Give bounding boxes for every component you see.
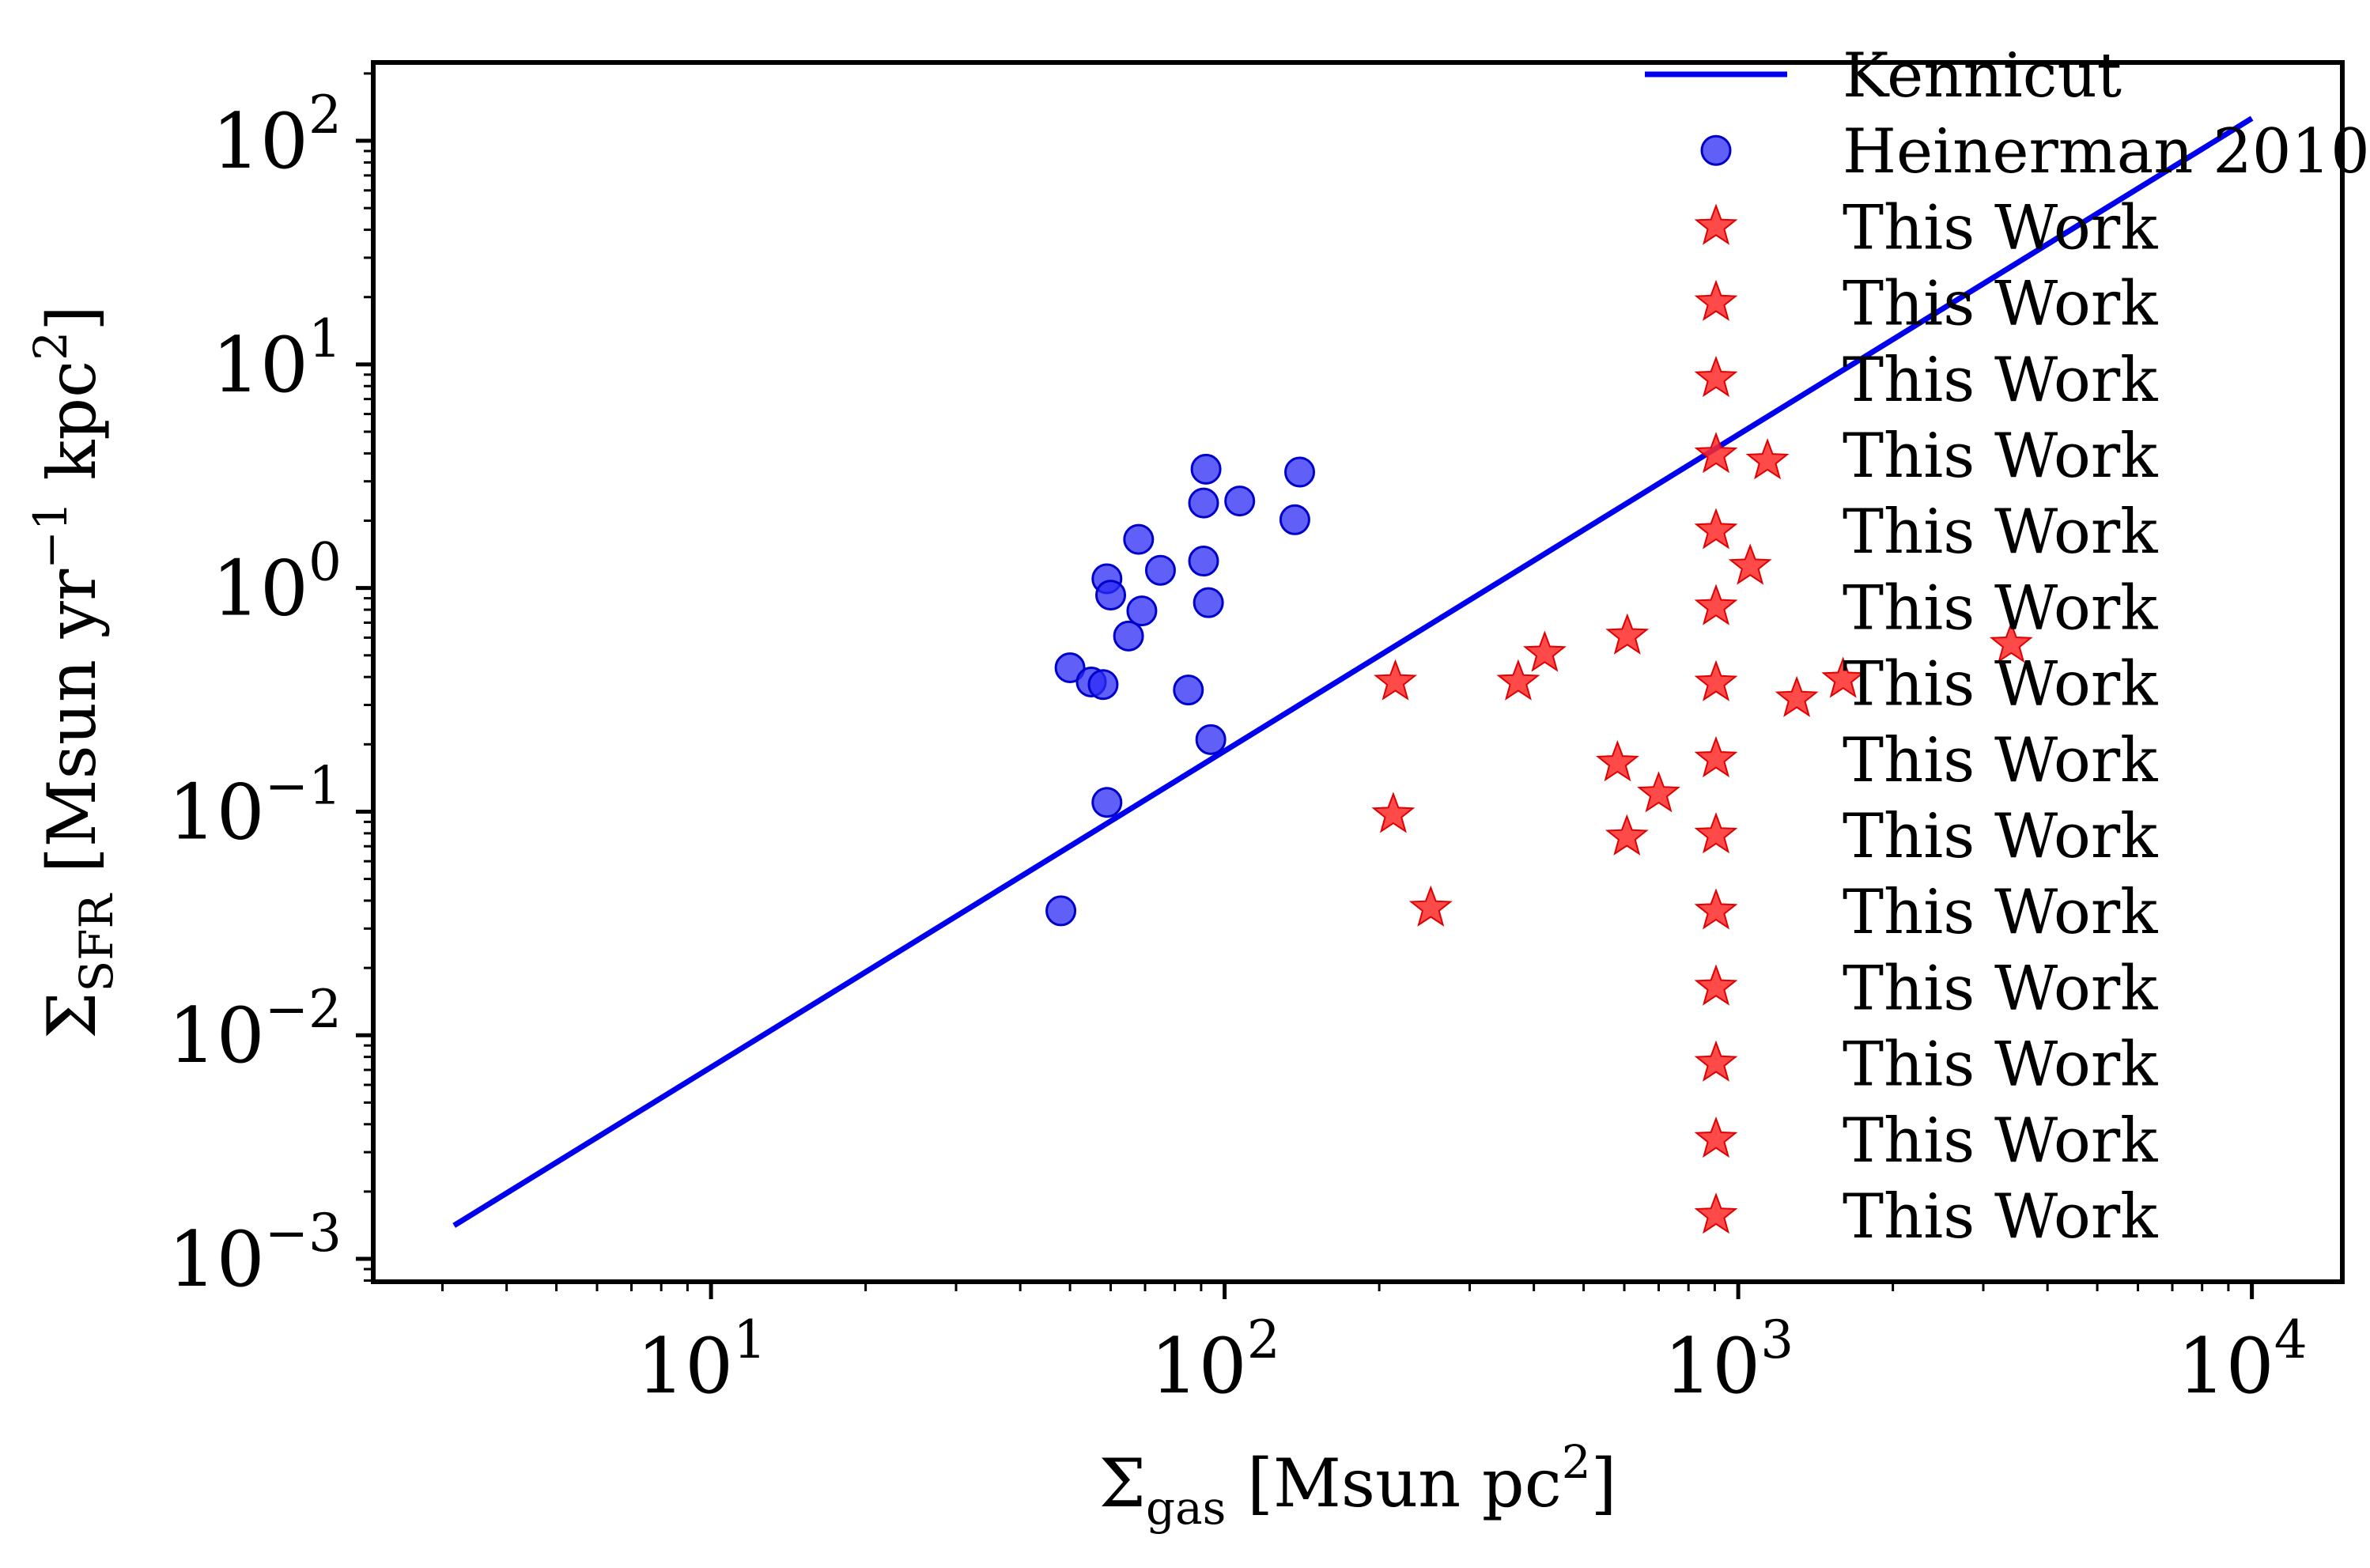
legend-marker-this-work <box>1694 1192 1738 1234</box>
this-work-point <box>1728 543 1772 585</box>
heinerman-point <box>1224 486 1256 517</box>
heinerman-point <box>1126 595 1158 627</box>
legend-marker-this-work <box>1694 964 1738 1006</box>
legend-label-this-work: This Work <box>1843 269 2158 340</box>
legend-marker-this-work <box>1694 1116 1738 1158</box>
x-axis-superscript: 2 <box>1562 1435 1591 1489</box>
this-work-point <box>1821 656 1865 698</box>
this-work-point <box>1595 740 1639 782</box>
y-axis-symbol: Σ <box>33 992 111 1038</box>
this-work-point <box>1371 792 1416 833</box>
heinerman-point <box>1095 580 1127 611</box>
legend-label-this-work: This Work <box>1843 801 2158 872</box>
heinerman-point <box>1091 787 1123 818</box>
legend-label-kennicut: Kennicut <box>1843 40 2122 111</box>
heinerman-point <box>1144 554 1176 586</box>
this-work-point <box>1605 814 1649 856</box>
legend-label-this-work: This Work <box>1843 192 2158 263</box>
minor-ticks <box>364 72 2230 1291</box>
legend-label-this-work: This Work <box>1843 497 2158 568</box>
heinerman-point <box>1054 652 1086 683</box>
this-work-point <box>1374 659 1418 701</box>
legend-label-this-work: This Work <box>1843 953 2158 1024</box>
legend-label-this-work: This Work <box>1843 1030 2158 1101</box>
y-tick-label: 100 <box>212 532 342 633</box>
this-work-point <box>1637 771 1680 813</box>
x-axis-end: ] <box>1591 1445 1617 1522</box>
legend-marker-this-work <box>1694 735 1738 778</box>
legend-marker-heinerman <box>1700 134 1732 166</box>
legend-label-heinerman: Heinerman 2010 <box>1843 116 2370 187</box>
heinerman-point <box>1113 620 1144 652</box>
x-tick-label: 103 <box>1664 1309 1794 1411</box>
legend-label-this-work: This Work <box>1843 877 2158 948</box>
y-axis-superscript: −1 <box>24 501 77 569</box>
y-axis-superscript-2: 2 <box>24 331 77 361</box>
legend-marker-this-work <box>1694 203 1738 245</box>
kennicut-line <box>452 115 2254 1228</box>
heinerman-point <box>1195 724 1227 755</box>
y-tick-label: 10−2 <box>168 979 342 1080</box>
x-axis-unit: [Msun pc <box>1226 1445 1561 1522</box>
y-axis-end: ] <box>33 305 111 331</box>
y-tick-label: 10−3 <box>168 1203 342 1304</box>
x-tick-label: 104 <box>2178 1309 2308 1411</box>
this-work-point <box>1989 622 2033 663</box>
legend-marker-this-work <box>1694 888 1738 930</box>
y-axis-unit-2: kpc <box>33 361 111 501</box>
ticks: 101 102 103 104 10−3 10−2 10−1 100 101 102 <box>168 85 2308 1411</box>
heinerman-point <box>1284 456 1316 488</box>
this-work-point <box>1745 438 1790 480</box>
legend-marker-this-work <box>1694 432 1738 474</box>
legend-marker-this-work <box>1694 508 1738 550</box>
legend-marker-this-work <box>1694 279 1738 321</box>
heinerman-point <box>1188 487 1219 519</box>
this-work-point <box>1408 885 1453 927</box>
plot-frame <box>371 60 2345 1284</box>
legend-label-this-work: This Work <box>1843 421 2158 492</box>
heinerman-point <box>1190 453 1222 485</box>
x-axis-symbol: Σ <box>1099 1445 1146 1522</box>
legend-marker-this-work <box>1694 1040 1738 1082</box>
legend-marker-this-work <box>1694 812 1738 854</box>
y-tick-label: 101 <box>212 308 342 410</box>
heinerman-point <box>1045 895 1077 927</box>
y-tick-label: 10−1 <box>168 755 342 856</box>
legend-label-this-work: This Work <box>1843 1105 2158 1177</box>
legend-marker-this-work <box>1694 659 1738 701</box>
heinerman-point <box>1087 669 1119 701</box>
y-axis-unit: [Msun yr <box>33 569 111 894</box>
this-work-point <box>1605 613 1650 655</box>
heinerman-point <box>1279 504 1310 535</box>
legend-label-this-work: This Work <box>1843 649 2158 720</box>
legend-marker-this-work <box>1694 355 1738 398</box>
x-axis-subscript: gas <box>1146 1481 1226 1535</box>
x-tick-label: 102 <box>1151 1309 1280 1411</box>
y-tick-label: 102 <box>212 85 342 186</box>
heinerman-point <box>1188 546 1219 577</box>
heinerman-point <box>1193 587 1224 618</box>
plot-area <box>452 115 2254 1228</box>
this-work-point <box>1496 659 1540 701</box>
legend-label-this-work: This Work <box>1843 572 2158 644</box>
legend-label-this-work: This Work <box>1843 725 2158 796</box>
this-work-point <box>1522 630 1567 672</box>
y-axis-label: ΣSFR [Msun yr−1 kpc2] <box>24 305 123 1039</box>
legend-marker-this-work <box>1694 584 1738 625</box>
legend-label-this-work: This Work <box>1843 345 2158 416</box>
legend-label-this-work: This Work <box>1843 1181 2158 1253</box>
x-tick-label: 101 <box>637 1309 766 1411</box>
y-axis-subscript: SFR <box>70 893 123 992</box>
x-axis-label: Σgas [Msun pc2] <box>1099 1435 1617 1535</box>
heinerman-point <box>1123 523 1155 555</box>
this-work-point <box>1775 675 1819 717</box>
heinerman-point <box>1173 674 1204 706</box>
